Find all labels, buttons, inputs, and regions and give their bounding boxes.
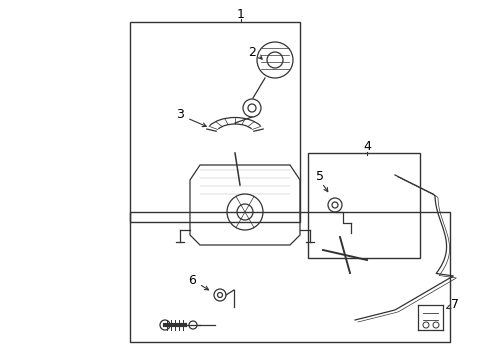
Text: 4: 4 — [362, 140, 370, 153]
Text: 7: 7 — [450, 298, 458, 311]
Bar — [130, 22, 299, 222]
Text: 6: 6 — [188, 274, 196, 287]
Bar — [130, 212, 449, 342]
Bar — [307, 153, 419, 258]
Text: 5: 5 — [315, 171, 324, 184]
Text: 1: 1 — [237, 8, 244, 21]
Text: 2: 2 — [247, 45, 255, 58]
Text: 3: 3 — [176, 108, 183, 122]
